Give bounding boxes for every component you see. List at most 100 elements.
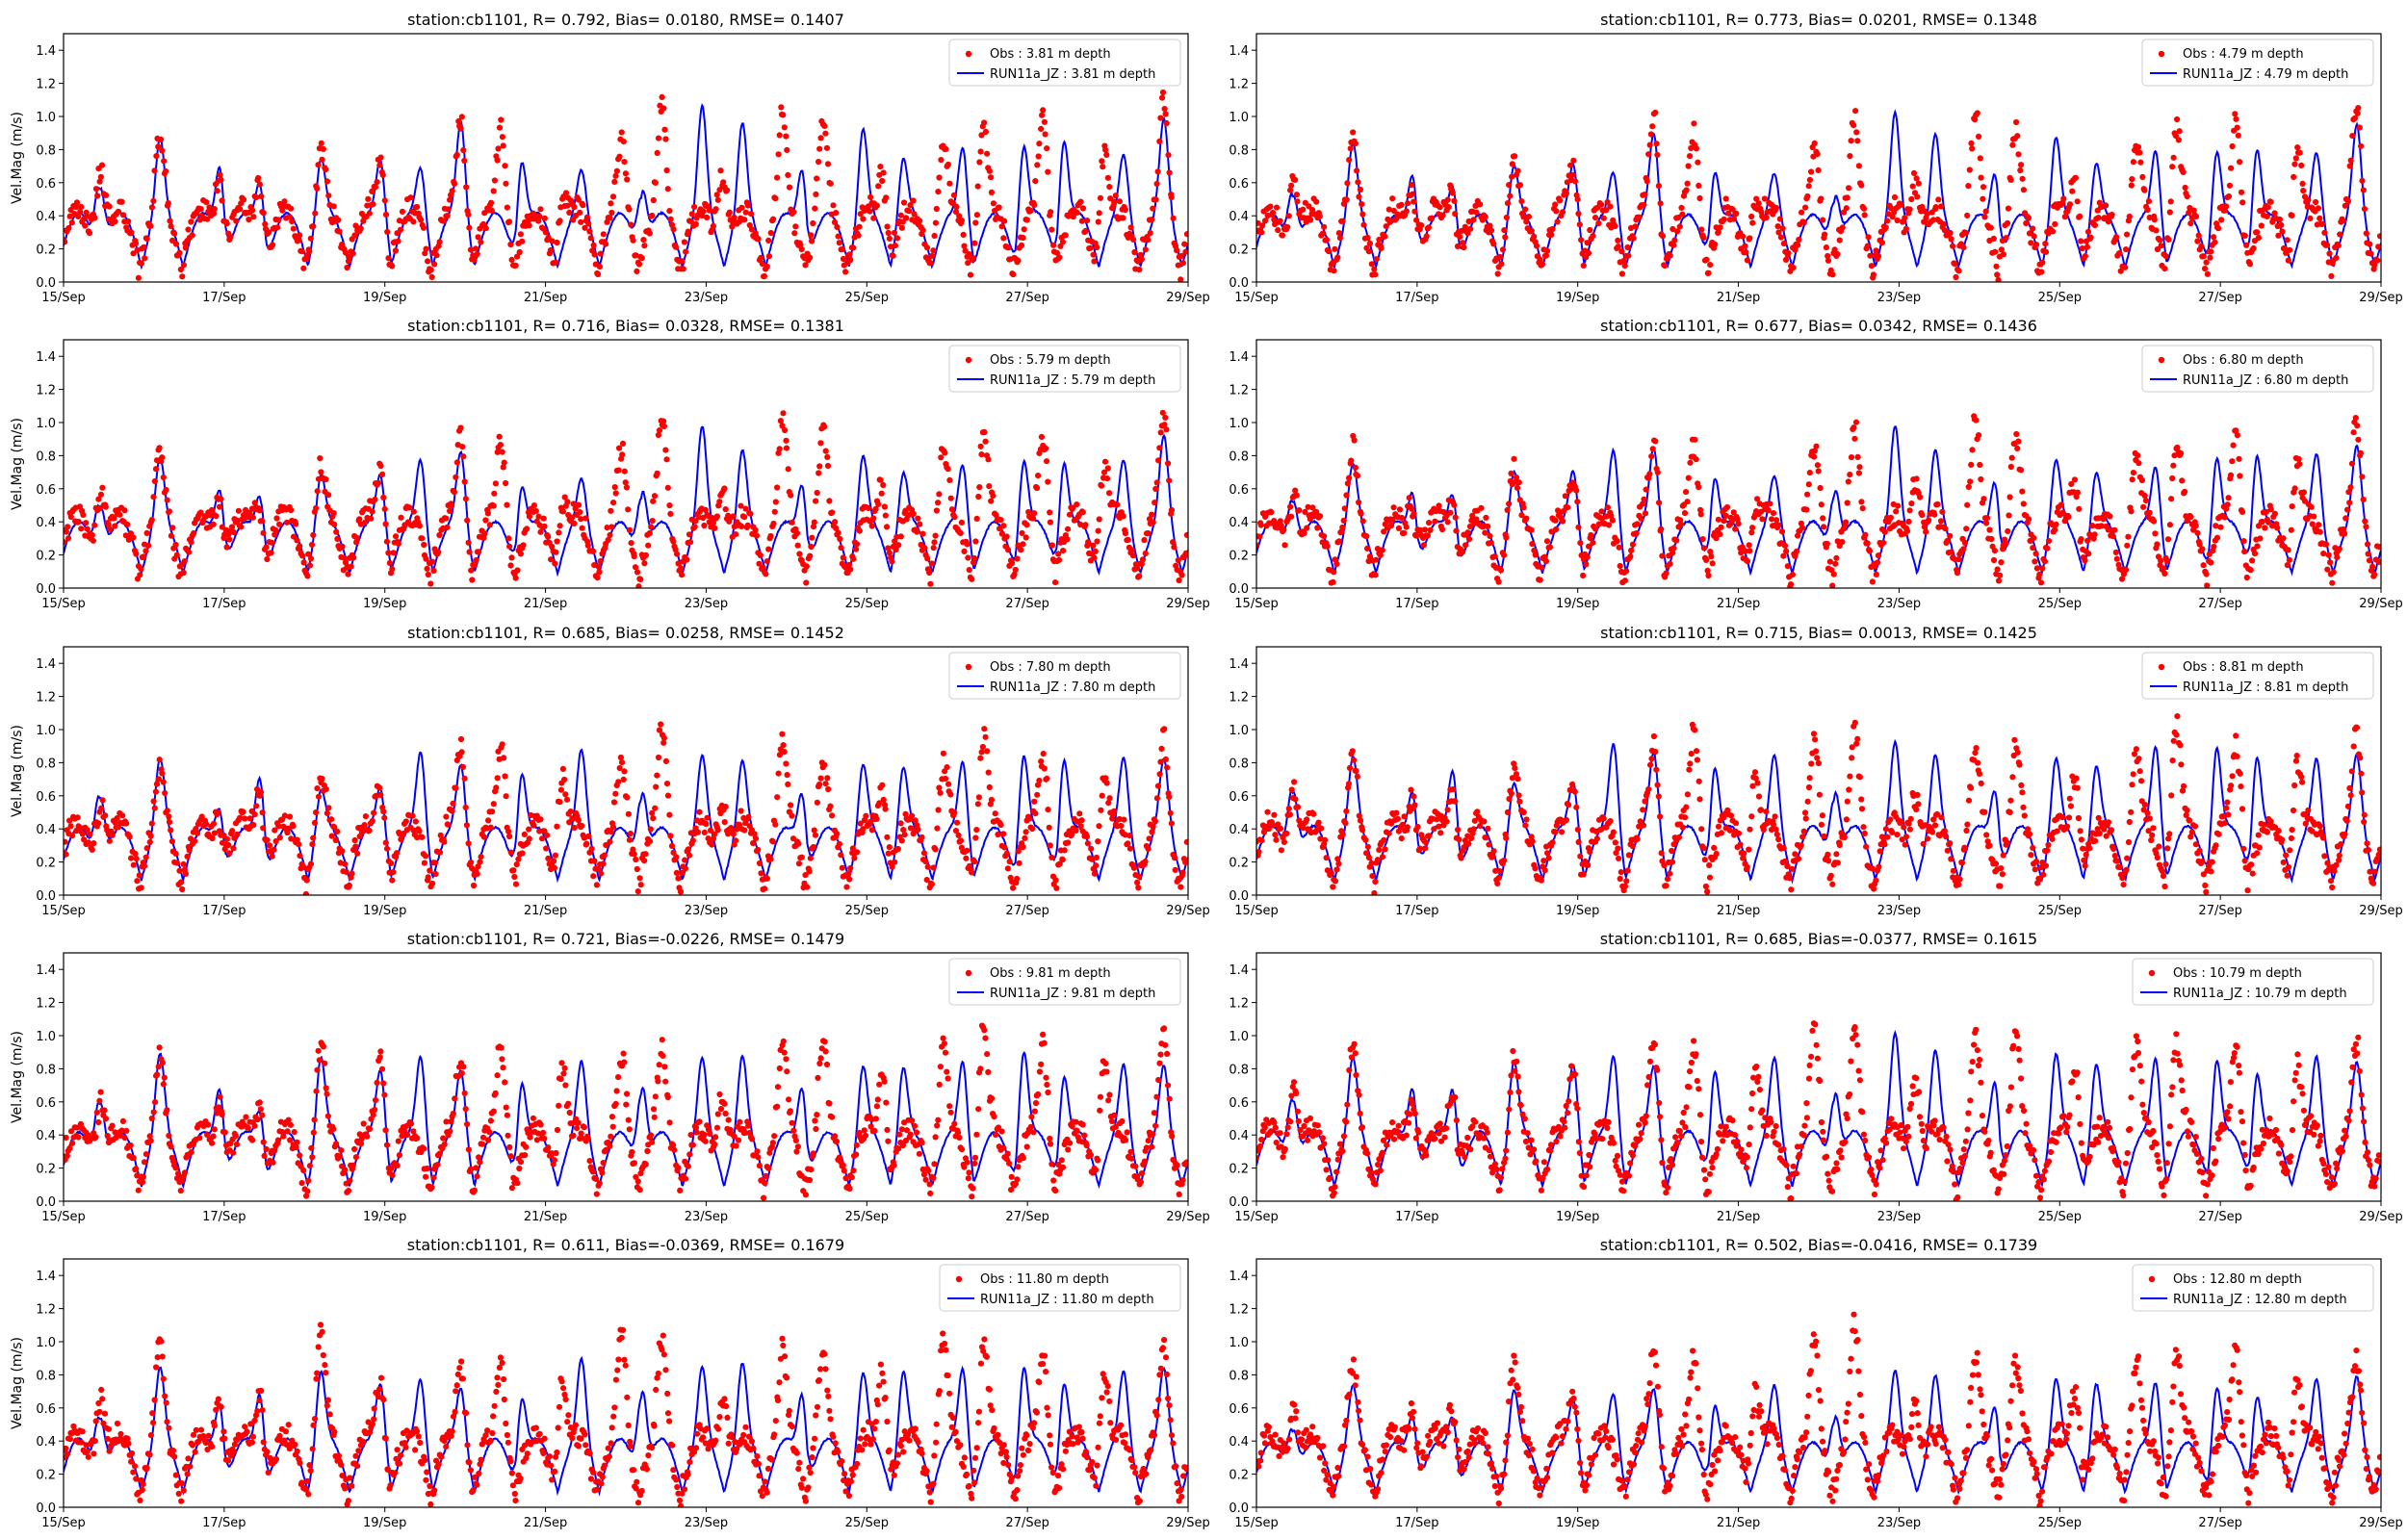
obs-point <box>1532 865 1539 872</box>
obs-point <box>451 489 457 496</box>
obs-point <box>804 884 811 890</box>
x-tick-label: 29/Sep <box>1166 291 1209 305</box>
subplot-title: station:cb1101, R= 0.685, Bias= 0.0258, … <box>407 624 844 642</box>
obs-point <box>142 548 149 554</box>
obs-point <box>1609 517 1616 524</box>
obs-point <box>1365 248 1372 255</box>
obs-point <box>969 576 975 582</box>
obs-point <box>1614 538 1620 545</box>
obs-point <box>1864 243 1871 249</box>
obs-point <box>1158 745 1165 753</box>
obs-point <box>418 217 425 223</box>
obs-point <box>554 823 560 830</box>
x-tick-label: 23/Sep <box>685 904 728 918</box>
obs-point <box>1275 227 1281 234</box>
obs-point <box>94 192 101 199</box>
obs-point <box>1978 174 1984 181</box>
obs-point <box>1981 214 1988 220</box>
obs-point <box>1351 437 1358 444</box>
obs-point <box>1715 229 1721 236</box>
y-tick-label: 0.8 <box>36 143 56 158</box>
obs-point <box>807 855 814 861</box>
obs-point <box>780 112 787 118</box>
obs-point <box>453 459 460 466</box>
obs-point <box>384 228 391 235</box>
obs-point <box>368 515 375 522</box>
obs-point <box>1473 209 1480 216</box>
obs-point <box>2023 219 2030 227</box>
obs-point <box>748 226 756 233</box>
obs-point <box>2279 228 2286 235</box>
obs-point <box>1387 820 1395 827</box>
obs-point <box>2174 116 2181 123</box>
obs-point <box>288 506 295 514</box>
obs-point <box>339 543 346 550</box>
obs-point <box>1938 203 1945 210</box>
obs-point <box>1898 201 1904 208</box>
obs-point <box>98 805 105 811</box>
obs-point <box>221 846 228 853</box>
obs-point <box>2192 213 2200 219</box>
obs-point <box>83 520 90 526</box>
obs-point <box>537 528 544 535</box>
obs-point <box>89 846 95 854</box>
obs-point <box>893 235 901 242</box>
obs-point <box>2243 242 2250 248</box>
obs-point <box>831 218 839 225</box>
obs-point <box>571 824 578 832</box>
obs-point <box>982 733 989 740</box>
obs-point <box>1843 519 1850 526</box>
obs-point <box>1360 221 1367 228</box>
obs-point <box>552 852 559 859</box>
obs-point <box>1183 531 1188 538</box>
obs-point <box>1880 539 1887 547</box>
obs-point <box>1935 196 1942 203</box>
obs-point <box>580 202 586 209</box>
obs-point <box>306 562 313 569</box>
obs-point <box>845 870 852 877</box>
obs-point <box>691 524 698 530</box>
obs-point <box>406 504 413 511</box>
obs-point <box>1283 830 1290 837</box>
obs-point <box>1824 540 1830 548</box>
obs-point <box>2322 541 2330 548</box>
obs-point <box>1398 514 1405 522</box>
obs-point <box>1153 180 1160 188</box>
obs-point <box>379 171 386 178</box>
obs-point <box>488 207 495 214</box>
obs-point <box>263 544 270 551</box>
obs-point <box>543 845 550 852</box>
y-tick-label: 0.2 <box>1229 244 1249 258</box>
obs-point <box>876 800 883 807</box>
obs-point <box>892 243 899 249</box>
obs-point <box>2095 215 2102 221</box>
obs-point <box>707 827 714 834</box>
obs-point <box>1074 209 1080 216</box>
obs-point <box>1700 234 1707 241</box>
y-tick-label: 1.2 <box>1229 384 1249 398</box>
obs-point <box>2289 212 2295 218</box>
obs-point <box>1504 506 1511 514</box>
obs-point <box>1640 500 1646 507</box>
obs-point <box>1434 816 1440 823</box>
obs-point <box>505 218 513 225</box>
obs-point <box>314 185 321 192</box>
obs-point <box>494 449 501 455</box>
obs-point <box>1352 464 1359 471</box>
obs-point <box>2049 228 2057 235</box>
obs-point <box>1697 511 1704 518</box>
obs-point <box>2308 503 2315 510</box>
obs-point <box>678 565 685 572</box>
obs-point <box>2195 232 2202 239</box>
obs-point <box>1691 120 1697 127</box>
obs-point <box>1101 458 1109 465</box>
obs-point <box>1858 182 1865 189</box>
obs-point <box>1478 504 1485 511</box>
obs-point <box>660 423 668 430</box>
y-tick-label: 1.4 <box>36 44 56 59</box>
obs-point <box>909 812 916 819</box>
obs-point <box>286 214 293 220</box>
obs-point <box>1258 229 1265 236</box>
obs-point <box>1398 201 1405 208</box>
obs-point <box>508 256 515 263</box>
